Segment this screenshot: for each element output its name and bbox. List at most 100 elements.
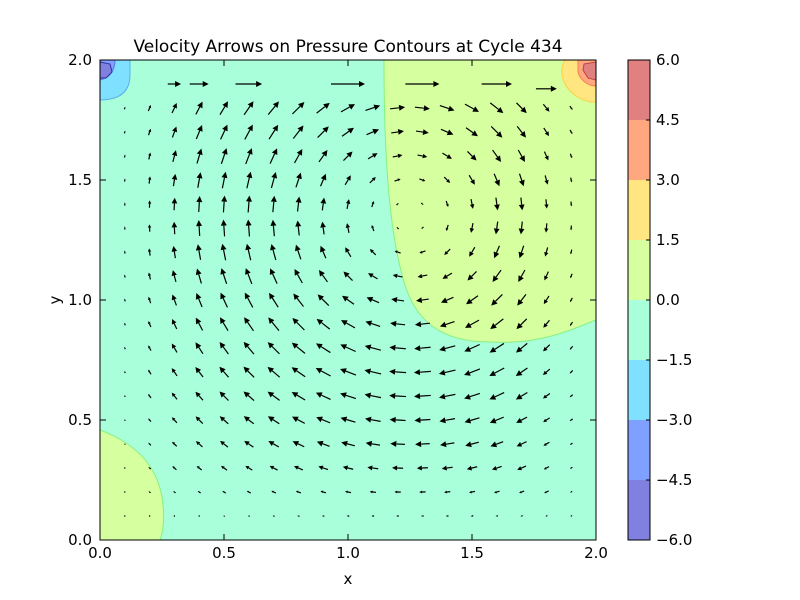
velocity-arrow <box>243 341 255 355</box>
velocity-arrow <box>171 173 178 187</box>
velocity-arrow <box>469 199 475 209</box>
colorbar-tick-label: −3.0 <box>656 411 692 429</box>
velocity-arrow <box>439 345 456 352</box>
velocity-arrow <box>417 153 428 159</box>
velocity-arrow <box>148 515 151 517</box>
velocity-arrow <box>441 465 453 471</box>
velocity-arrow <box>219 416 229 425</box>
velocity-arrow <box>390 320 406 327</box>
velocity-arrow <box>464 103 480 112</box>
velocity-arrow <box>442 152 452 159</box>
velocity-arrow <box>124 371 126 374</box>
velocity-arrow <box>295 172 302 188</box>
velocity-arrow <box>544 247 549 257</box>
velocity-arrow <box>419 178 426 182</box>
velocity-arrow <box>340 320 356 329</box>
velocity-arrow <box>364 392 382 399</box>
velocity-arrow <box>172 466 177 471</box>
velocity-arrow <box>570 297 573 303</box>
velocity-arrow <box>569 321 574 326</box>
pressure-region-lower-left <box>100 429 165 540</box>
velocity-arrow <box>124 419 126 422</box>
velocity-arrow <box>389 368 407 375</box>
velocity-arrow <box>542 392 551 399</box>
velocity-arrow <box>440 296 454 304</box>
velocity-arrow <box>365 320 381 328</box>
velocity-arrow <box>272 515 275 517</box>
velocity-arrow <box>543 417 550 423</box>
velocity-arrow <box>316 416 331 424</box>
velocity-arrow <box>345 223 351 233</box>
velocity-arrow <box>195 268 202 284</box>
velocity-arrow <box>421 515 424 517</box>
velocity-arrow <box>270 219 277 237</box>
velocity-arrow <box>123 130 126 134</box>
velocity-arrow <box>543 127 550 137</box>
x-tick-label: 1.5 <box>460 544 484 562</box>
colorbar-band <box>628 420 650 480</box>
velocity-arrow <box>247 515 250 517</box>
velocity-arrow <box>315 392 331 400</box>
velocity-arrow <box>493 173 500 187</box>
velocity-arrow <box>148 491 151 494</box>
velocity-arrow <box>148 442 152 446</box>
velocity-arrow <box>171 197 178 211</box>
velocity-arrow <box>413 369 431 376</box>
velocity-arrow <box>319 173 327 187</box>
velocity-arrow <box>389 344 406 351</box>
velocity-arrow <box>195 391 204 401</box>
velocity-arrow <box>124 443 126 445</box>
velocity-arrow <box>371 200 375 208</box>
velocity-arrow <box>269 465 278 471</box>
velocity-arrow <box>294 268 303 284</box>
velocity-arrow <box>390 440 405 447</box>
velocity-arrow <box>420 202 424 206</box>
velocity-arrow <box>320 245 327 259</box>
velocity-arrow <box>421 226 424 230</box>
velocity-arrow <box>317 126 329 139</box>
velocity-arrow <box>518 221 525 235</box>
velocity-arrow <box>340 368 357 376</box>
velocity-arrow <box>219 317 229 332</box>
velocity-arrow <box>466 295 479 305</box>
colorbar-band <box>628 240 650 300</box>
velocity-arrow <box>318 465 329 471</box>
velocity-arrow <box>320 197 327 211</box>
velocity-arrow <box>445 200 449 208</box>
velocity-arrow <box>416 465 428 471</box>
velocity-arrow <box>293 293 304 307</box>
velocity-arrow <box>269 268 278 284</box>
velocity-arrow <box>195 342 204 355</box>
velocity-arrow <box>569 370 574 374</box>
y-tick-label: 2.0 <box>68 51 92 69</box>
velocity-arrow <box>267 366 281 378</box>
velocity-arrow <box>491 293 503 306</box>
velocity-arrow <box>544 175 549 185</box>
velocity-arrow <box>295 490 302 494</box>
velocity-arrow <box>171 368 178 377</box>
velocity-arrow <box>291 367 306 378</box>
velocity-arrow <box>195 416 204 425</box>
velocity-arrow <box>494 197 500 211</box>
velocity-arrow <box>394 250 401 254</box>
velocity-arrow <box>392 273 403 279</box>
velocity-arrow <box>245 219 252 237</box>
velocity-arrow <box>315 368 331 377</box>
velocity-arrow <box>440 441 455 448</box>
velocity-arrow <box>123 154 126 158</box>
velocity-arrow <box>442 272 453 279</box>
velocity-arrow <box>543 466 550 470</box>
colorbar-tick-label: −6.0 <box>656 531 692 549</box>
velocity-arrow <box>392 153 403 159</box>
velocity-arrow <box>148 369 152 375</box>
y-tick-label: 1.0 <box>68 291 92 309</box>
velocity-arrow <box>367 465 379 471</box>
y-tick-label: 0.5 <box>68 411 92 429</box>
velocity-arrow <box>292 125 304 139</box>
velocity-arrow <box>371 515 375 517</box>
velocity-arrow <box>219 391 229 401</box>
velocity-arrow <box>291 391 306 401</box>
velocity-arrow <box>468 174 475 185</box>
velocity-arrow <box>291 101 305 115</box>
velocity-arrow <box>322 515 325 517</box>
